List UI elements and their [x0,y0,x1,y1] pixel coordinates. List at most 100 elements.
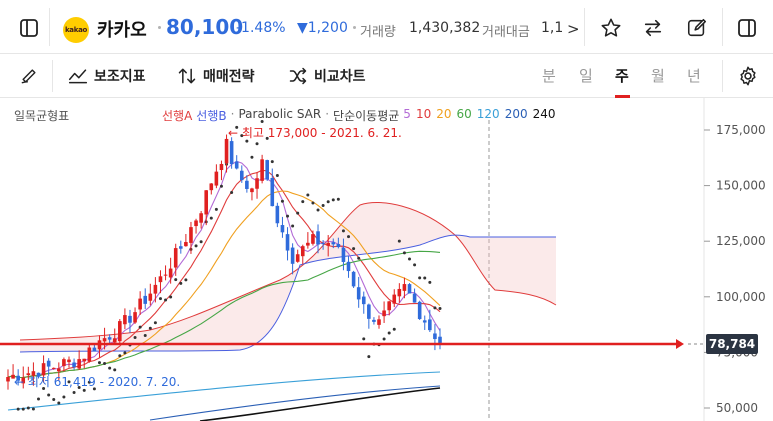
candle-body [407,284,412,294]
sar-dot [280,199,284,203]
compare-chart-button[interactable]: 비교차트 [288,64,366,88]
indicator-button[interactable]: 보조지표 [68,64,146,88]
candle-body [163,274,168,276]
current-price-line: 78,784 [0,333,758,354]
sar-dot [77,386,81,390]
sar-dot [123,351,127,355]
sar-dot [21,407,25,411]
candle-body [346,261,351,272]
candle-body [224,138,229,164]
edit-icon[interactable] [686,17,708,39]
candle-body [245,180,249,189]
sar-dot [179,281,183,285]
chart-legend: 선행A 선행B · Parabolic SAR · 단순이동평균 5 10 20 60… [162,107,556,124]
settings-gear-icon[interactable] [736,64,760,88]
y-tick-label: 150,000 [716,179,766,193]
ma-line-240 [199,387,441,421]
sar-dot [138,325,142,329]
y-tick-label: 175,000 [716,123,766,137]
active-period-indicator [615,95,630,98]
sar-dot [413,263,417,267]
sar-dot [397,239,401,243]
current-price-label: 78,784 [709,337,755,351]
period-year[interactable]: 년 [687,67,701,85]
candle-body [148,293,153,301]
sar-dot [87,380,91,384]
divider [722,8,723,46]
candle-body [6,377,10,382]
candle-body [107,337,112,340]
stock-name[interactable]: 카카오 [97,20,147,41]
swap-icon[interactable] [642,17,664,39]
sar-dot [418,276,422,280]
sar-dot [42,387,46,391]
separator-dot [353,26,356,29]
divider [49,8,50,46]
draw-pen-icon[interactable] [17,64,41,88]
more-arrow-icon[interactable]: > [567,20,580,38]
legend-ichimoku-b: 선행B [196,109,227,123]
candle-body [255,178,259,189]
candle-body [295,254,300,262]
price-line-arrow [676,338,684,349]
price-chart[interactable]: 175,000150,000125,000100,00075,00050,000… [0,98,773,421]
sar-dot [16,407,20,411]
sar-dot [164,298,168,302]
sar-dot [291,224,295,228]
trade-strategy-button[interactable]: 매매전략 [177,64,255,88]
sar-dot [265,136,269,140]
candle-body [356,287,361,300]
trade-amount-value: 1,1 [541,20,564,36]
sar-dot [199,240,203,244]
candle-body [26,373,31,376]
ichimoku-cloud [19,202,557,353]
trade-amount-label: 거래대금 [482,25,530,40]
sar-dot [214,207,218,211]
star-icon[interactable] [600,17,622,39]
ma-line-60 [7,250,441,379]
candle-body [280,225,285,233]
sar-dot [275,173,279,177]
candle-body [336,243,341,248]
period-minute[interactable]: 분 [542,67,556,85]
sar-dot [352,247,356,251]
sar-dot [72,391,76,395]
candle-body [316,231,320,245]
sar-dot [362,337,366,341]
cloud-fill [20,202,556,352]
candle-body [229,141,234,165]
compare-chart-label: 비교차트 [314,69,366,85]
sidebar-toggle-icon[interactable] [18,17,40,39]
candle-body [82,358,87,362]
indicator-icon [68,69,88,84]
sar-dot [321,203,325,207]
candle-body [72,362,76,368]
side-panel-icon[interactable] [736,17,758,39]
span-a-line [19,202,557,341]
candle-body [173,248,178,268]
candle-body [438,336,442,343]
sar-dot [260,120,264,124]
candle-body [234,161,239,169]
candle-body [133,312,137,323]
sar-dot [428,280,432,284]
ma-line-200 [149,385,441,421]
sar-dot [311,201,315,205]
separator-dot [158,26,161,29]
trade-strategy-label: 매매전략 [203,69,255,85]
candle-body [265,160,269,180]
period-week[interactable]: 주 [615,67,629,85]
candle-body [92,347,97,352]
sar-dot [367,355,371,359]
candle-body [219,163,224,171]
period-day[interactable]: 일 [579,67,593,85]
sar-dot [148,326,152,330]
sar-dot [296,211,300,215]
sar-dot [174,278,178,282]
sar-dot [62,395,66,399]
span-b-line [19,234,556,353]
high-annotation: ← 최고 173,000 - 2021. 6. 21. [228,126,402,140]
period-month[interactable]: 월 [651,67,665,85]
candle-body [397,288,402,297]
candle-body [428,319,432,331]
